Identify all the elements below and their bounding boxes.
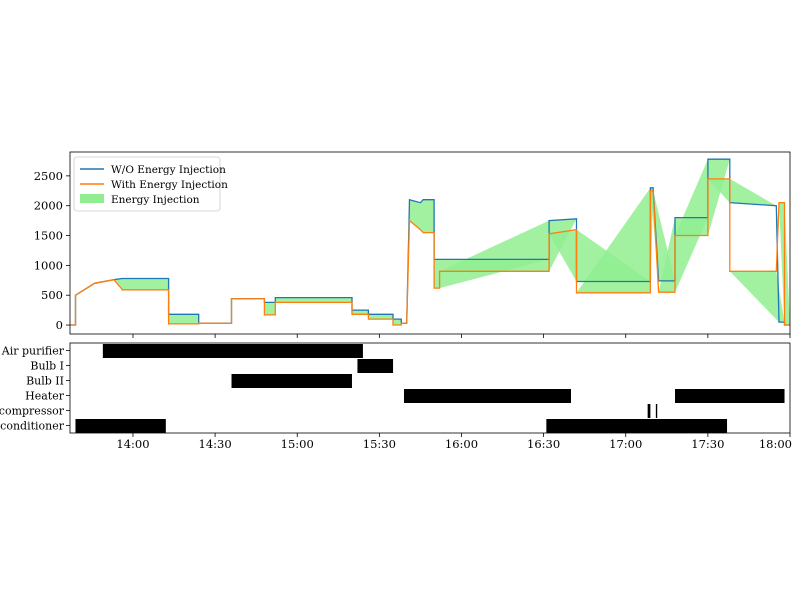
y-tick-label: 500 <box>41 288 63 302</box>
energy-injection-fill-8 <box>352 310 369 315</box>
category-label: Air compressor <box>0 405 65 418</box>
energy-injection-fill-12 <box>409 199 435 233</box>
x-tick-label: 14:00 <box>116 437 149 451</box>
legend-symbol-2 <box>80 194 104 203</box>
y-tick-label: 0 <box>56 318 63 332</box>
device-on-bar-7 <box>75 419 166 433</box>
energy-injection-fill-21 <box>729 271 785 323</box>
timeline-frame <box>69 342 791 434</box>
energy-injection-fill-3 <box>168 314 199 324</box>
power-line-chart: 0 500 1000 1500 2000 2500 W/O Energy Injectio… <box>34 151 791 338</box>
energy-injection-fill-10 <box>393 319 402 325</box>
energy-injection-fill-16 <box>576 187 654 293</box>
energy-injection-fill-14 <box>439 218 577 272</box>
x-tick-label: 17:30 <box>691 437 724 451</box>
x-tick-label: 18:00 <box>759 437 792 451</box>
legend-label-0: W/O Energy Injection <box>111 164 226 176</box>
x-tick-label: 15:00 <box>281 437 314 451</box>
energy-injection-fill-7 <box>275 297 352 303</box>
x-tick-label: 16:30 <box>527 437 560 451</box>
power-chart-frame <box>69 151 791 335</box>
energy-injection-area <box>75 159 790 325</box>
energy-injection-fill-9 <box>368 314 393 320</box>
energy-injection-fill-19 <box>675 159 730 236</box>
legend-label-2: Energy Injection <box>111 194 200 206</box>
energy-injection-fill-2 <box>122 278 169 290</box>
legend-label-1: With Energy Injection <box>111 179 228 191</box>
device-on-bar-5 <box>647 404 651 418</box>
category-label: Air conditioner <box>0 420 65 433</box>
series-line-with-injection <box>70 178 790 326</box>
x-tick-label: 16:00 <box>445 437 478 451</box>
y-tick-label: 1500 <box>34 229 63 243</box>
device-timeline-axes: Air purifier Bulb I Bulb II Heater Air compr… <box>0 342 792 451</box>
device-timeline-chart: Air purifier Bulb I Bulb II Heater Air compr… <box>0 342 792 451</box>
category-label: Heater <box>25 390 65 403</box>
category-label: Air purifier <box>1 345 65 358</box>
y-tick-label: 1000 <box>34 258 63 272</box>
category-label: Bulb I <box>30 360 64 373</box>
x-tick-label: 17:00 <box>609 437 642 451</box>
device-on-bar-2 <box>231 374 352 388</box>
legend: W/O Energy Injection With Energy Injectio… <box>73 156 228 212</box>
power-series-lines <box>70 158 790 326</box>
device-on-bar-0 <box>102 344 363 358</box>
y-tick-label: 2000 <box>34 199 63 213</box>
legend-box <box>73 156 221 212</box>
device-on-bar-6 <box>655 404 658 418</box>
device-timeline-bars <box>75 344 785 433</box>
energy-injection-fill-18 <box>658 217 708 293</box>
x-tick-label: 15:30 <box>363 437 396 451</box>
power-chart-axes: 0 500 1000 1500 2000 2500 <box>34 151 791 338</box>
device-on-bar-1 <box>357 359 394 373</box>
device-on-bar-3 <box>403 389 571 403</box>
x-tick-label: 14:30 <box>199 437 232 451</box>
device-on-bar-8 <box>546 419 728 433</box>
energy-injection-fill-6 <box>264 302 276 315</box>
y-tick-label: 2500 <box>34 169 63 183</box>
energy-injection-fill-1 <box>75 278 122 296</box>
energy-injection-fill-20 <box>707 178 777 206</box>
category-label: Bulb II <box>26 375 64 388</box>
device-on-bar-4 <box>675 389 785 403</box>
